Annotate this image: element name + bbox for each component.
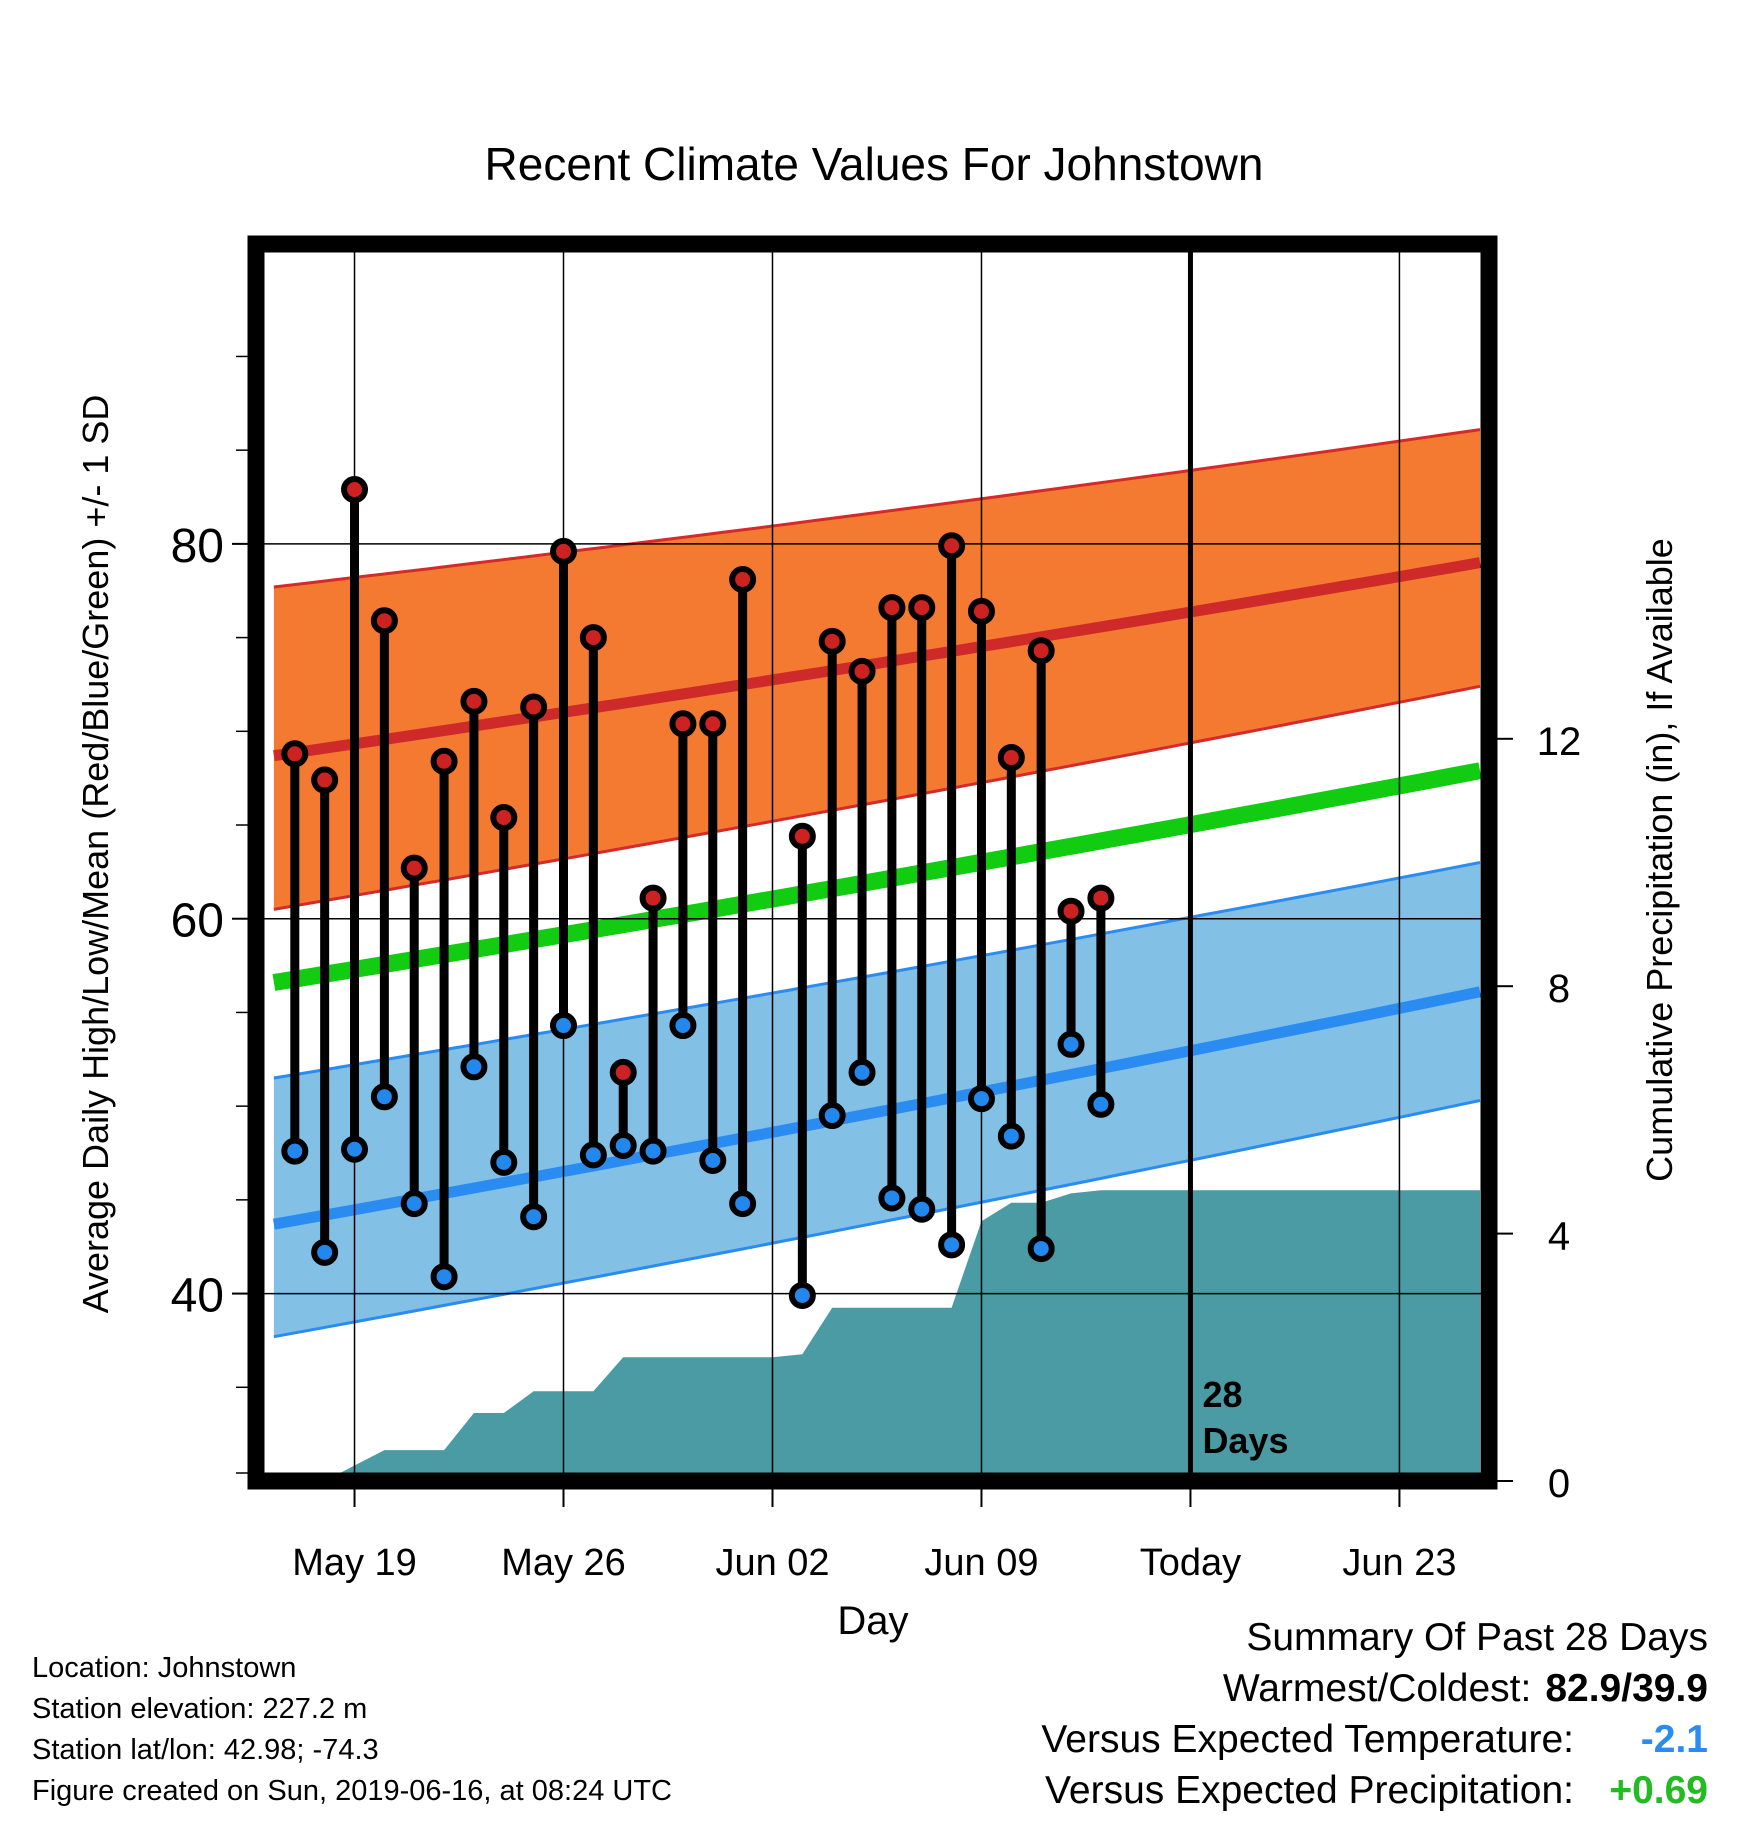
daily-low-point: [579, 1141, 607, 1169]
daily-high-point: [997, 744, 1025, 772]
y-tick-label: 60: [171, 895, 224, 948]
daily-high-point: [699, 710, 727, 738]
daily-high-point: [908, 594, 936, 622]
daily-high-point: [490, 804, 518, 832]
daily-low-point: [370, 1083, 398, 1111]
daily-high-point: [609, 1058, 637, 1086]
plot-frame: [247, 235, 1498, 1490]
daily-low-point: [848, 1058, 876, 1086]
daily-low-point: [460, 1053, 488, 1081]
y-axis-label: Average Daily High/Low/Mean (Red/Blue/Gr…: [75, 395, 116, 1314]
daily-low-point: [729, 1190, 757, 1218]
daily-low-point: [281, 1137, 309, 1165]
daily-low-point: [490, 1148, 518, 1176]
daily-low-point: [609, 1132, 637, 1160]
daily-low-point: [400, 1190, 428, 1218]
latlon-text: Station lat/lon: 42.98; -74.3: [32, 1734, 379, 1766]
daily-low-point: [788, 1281, 816, 1309]
daily-high-point: [1027, 637, 1055, 665]
y2-tick-label: 12: [1537, 720, 1582, 764]
daily-low-point: [639, 1137, 667, 1165]
daily-low-point: [997, 1122, 1025, 1150]
daily-low-point: [311, 1238, 339, 1266]
summary-panel: Summary Of Past 28 Days Warmest/Coldest:…: [1041, 1612, 1708, 1816]
high-upper-edge: [273, 428, 1481, 589]
chart-title: Recent Climate Values For Johnstown: [485, 138, 1264, 190]
precip-value: +0.69: [1609, 1769, 1708, 1812]
daily-high-point: [1057, 897, 1085, 925]
summary-row-warm-cold: Warmest/Coldest: 82.9/39.9: [1041, 1663, 1708, 1714]
daily-low-point: [938, 1231, 966, 1259]
daily-high-point: [848, 657, 876, 685]
x-tick-label: Jun 02: [715, 1542, 829, 1584]
daily-high-point: [878, 594, 906, 622]
daily-high-point: [460, 687, 488, 715]
daily-low-point: [550, 1012, 578, 1040]
low-lower-edge: [273, 1099, 1481, 1339]
daily-high-point: [1087, 884, 1115, 912]
daily-low-point: [1087, 1090, 1115, 1118]
daily-low-point: [908, 1195, 936, 1223]
x-axis-label: Day: [837, 1599, 908, 1643]
summary-title: Summary Of Past 28 Days: [1246, 1616, 1708, 1659]
daily-low-point: [967, 1085, 995, 1113]
daily-high-point: [669, 710, 697, 738]
low-sd-band: [273, 862, 1480, 1337]
x-tick-label: Jun 09: [924, 1542, 1038, 1584]
daily-low-point: [1057, 1030, 1085, 1058]
y2-axis-label: Cumulative Precipitation (in), If Availa…: [1639, 538, 1680, 1182]
daily-high-point: [520, 693, 548, 721]
daily-high-point: [341, 476, 369, 504]
temp-value: -2.1: [1640, 1718, 1708, 1761]
x-tick-label: May 26: [501, 1542, 626, 1584]
daily-low-point: [878, 1184, 906, 1212]
daily-high-point: [579, 624, 607, 652]
daily-low-point: [1027, 1235, 1055, 1263]
location-text: Location: Johnstown: [32, 1652, 297, 1684]
daily-high-point: [788, 822, 816, 850]
daily-low-point: [818, 1102, 846, 1130]
daily-high-point: [938, 532, 966, 560]
y2-tick-label: 8: [1548, 967, 1570, 1011]
y2-tick-label: 4: [1548, 1215, 1570, 1259]
daily-high-point: [550, 537, 578, 565]
temp-label: Versus Expected Temperature:: [1041, 1718, 1574, 1761]
daily-low-point: [430, 1263, 458, 1291]
daily-high-point: [639, 884, 667, 912]
station-info: Location: Johnstown Station elevation: 2…: [32, 1648, 672, 1812]
y2-tick-label: 0: [1548, 1462, 1570, 1506]
summary-row-precip: Versus Expected Precipitation: +0.69: [1041, 1765, 1708, 1816]
x-tick-label: Jun 23: [1342, 1542, 1456, 1584]
daily-high-point: [400, 854, 428, 882]
daily-high-point: [311, 766, 339, 794]
precip-label: Versus Expected Precipitation:: [1045, 1769, 1574, 1812]
summary-row-temp: Versus Expected Temperature: -2.1: [1041, 1714, 1708, 1765]
today-days-number: 28: [1202, 1374, 1242, 1415]
daily-high-point: [967, 597, 995, 625]
today-days-label: Days: [1202, 1420, 1288, 1461]
created-text: Figure created on Sun, 2019-06-16, at 08…: [32, 1775, 672, 1807]
daily-low-point: [669, 1012, 697, 1040]
y-tick-label: 80: [171, 520, 224, 573]
warm-cold-label: Warmest/Coldest:: [1222, 1667, 1532, 1710]
daily-high-point: [370, 607, 398, 635]
warm-cold-value: 82.9/39.9: [1545, 1667, 1708, 1710]
daily-high-point: [281, 740, 309, 768]
daily-low-point: [341, 1135, 369, 1163]
x-tick-label: Today: [1140, 1542, 1241, 1584]
plot-area: 28 Days 40 60 80 0 4 8 12 May 19 May 26 Jun 02 Jun 0…: [171, 235, 1582, 1584]
daily-low-point: [699, 1147, 727, 1175]
elevation-text: Station elevation: 227.2 m: [32, 1693, 368, 1725]
high-sd-band: [273, 429, 1480, 910]
daily-low-point: [520, 1203, 548, 1231]
daily-high-point: [729, 565, 757, 593]
normal-low-line: [272, 986, 1482, 1230]
daily-high-point: [430, 747, 458, 775]
y-tick-label: 40: [171, 1270, 224, 1323]
x-tick-label: May 19: [292, 1542, 417, 1584]
daily-high-point: [818, 627, 846, 655]
